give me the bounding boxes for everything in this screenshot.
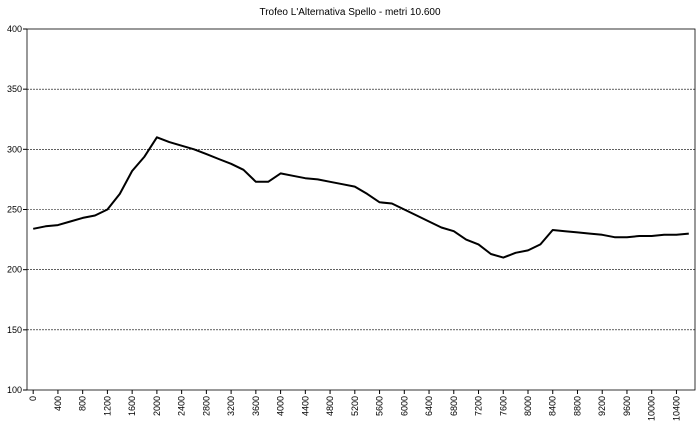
x-tick-label: 1200 xyxy=(102,396,112,416)
x-tick-label: 6400 xyxy=(424,396,434,416)
x-tick-label: 3200 xyxy=(226,396,236,416)
x-tick-label: 8800 xyxy=(572,396,582,416)
x-tick-label: 1600 xyxy=(127,396,137,416)
x-tick-label: 10000 xyxy=(647,396,657,421)
data-line xyxy=(33,136,689,259)
x-tick-label: 2400 xyxy=(177,396,187,416)
y-tick-label: 200 xyxy=(7,265,22,275)
x-tick-label: 8400 xyxy=(548,396,558,416)
y-tick-label: 100 xyxy=(7,385,22,395)
x-tick-label: 10400 xyxy=(671,396,681,421)
x-tick-label: 7600 xyxy=(498,396,508,416)
x-tick-label: 5600 xyxy=(375,396,385,416)
x-tick-label: 2800 xyxy=(201,396,211,416)
x-tick-label: 4000 xyxy=(276,396,286,416)
y-tick-label: 350 xyxy=(7,84,22,94)
y-tick-label: 400 xyxy=(7,24,22,34)
x-tick-label: 6000 xyxy=(399,396,409,416)
x-tick-label: 4800 xyxy=(325,396,335,416)
x-tick-label: 3600 xyxy=(251,396,261,416)
plot-frame xyxy=(26,28,696,391)
x-tick-label: 9600 xyxy=(622,396,632,416)
x-tick-label: 2000 xyxy=(152,396,162,416)
x-tick-label: 0 xyxy=(28,396,38,401)
x-tick-label: 5200 xyxy=(350,396,360,416)
x-tick-label: 800 xyxy=(78,396,88,411)
x-tick-label: 9200 xyxy=(597,396,607,416)
x-tick-label: 400 xyxy=(53,396,63,411)
y-tick-label: 250 xyxy=(7,205,22,215)
y-tick-label: 150 xyxy=(7,325,22,335)
chart-title: Trofeo L'Alternativa Spello - metri 10.6… xyxy=(259,7,441,18)
x-tick-label: 6800 xyxy=(449,396,459,416)
x-tick-label: 4400 xyxy=(300,396,310,416)
y-tick-label: 300 xyxy=(7,144,22,154)
x-tick-label: 8000 xyxy=(523,396,533,416)
x-tick-label: 7200 xyxy=(474,396,484,416)
